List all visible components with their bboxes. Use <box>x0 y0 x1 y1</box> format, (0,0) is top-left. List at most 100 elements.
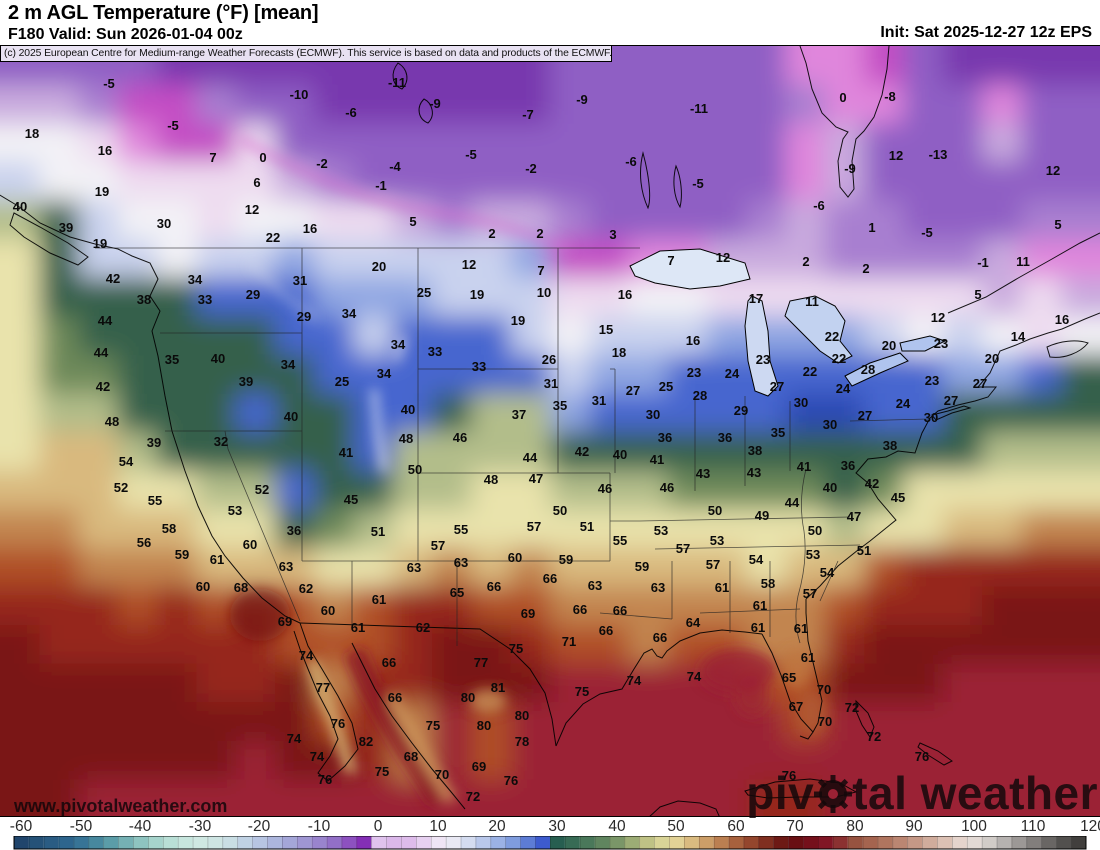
svg-text:6: 6 <box>253 175 260 190</box>
svg-text:36: 36 <box>841 458 855 473</box>
svg-text:18: 18 <box>612 345 626 360</box>
svg-text:16: 16 <box>303 221 317 236</box>
svg-text:71: 71 <box>562 634 576 649</box>
svg-text:36: 36 <box>287 523 301 538</box>
svg-text:16: 16 <box>1055 312 1069 327</box>
svg-text:42: 42 <box>106 271 120 286</box>
svg-text:30: 30 <box>924 410 938 425</box>
svg-text:48: 48 <box>105 414 119 429</box>
svg-text:11: 11 <box>1016 254 1030 269</box>
svg-text:-5: -5 <box>167 118 179 133</box>
svg-text:39: 39 <box>59 220 73 235</box>
svg-text:19: 19 <box>470 287 484 302</box>
svg-text:25: 25 <box>659 379 673 394</box>
svg-text:26: 26 <box>542 352 556 367</box>
svg-text:31: 31 <box>544 376 558 391</box>
svg-text:57: 57 <box>431 538 445 553</box>
svg-text:27: 27 <box>944 393 958 408</box>
svg-text:49: 49 <box>755 508 769 523</box>
svg-text:41: 41 <box>650 452 664 467</box>
svg-text:63: 63 <box>279 559 293 574</box>
svg-text:33: 33 <box>428 344 442 359</box>
svg-text:63: 63 <box>407 560 421 575</box>
svg-text:53: 53 <box>710 533 724 548</box>
svg-text:36: 36 <box>718 430 732 445</box>
svg-text:52: 52 <box>255 482 269 497</box>
svg-text:12: 12 <box>716 250 730 265</box>
svg-text:50: 50 <box>408 462 422 477</box>
svg-text:40: 40 <box>823 480 837 495</box>
svg-text:38: 38 <box>883 438 897 453</box>
svg-text:-1: -1 <box>375 178 387 193</box>
svg-text:34: 34 <box>281 357 296 372</box>
svg-text:-1: -1 <box>977 255 989 270</box>
svg-text:66: 66 <box>599 623 613 638</box>
svg-text:28: 28 <box>861 362 875 377</box>
svg-text:76: 76 <box>318 772 332 787</box>
svg-text:66: 66 <box>613 603 627 618</box>
svg-text:61: 61 <box>794 621 808 636</box>
svg-text:47: 47 <box>847 509 861 524</box>
svg-text:-5: -5 <box>692 176 704 191</box>
svg-text:53: 53 <box>228 503 242 518</box>
svg-text:80: 80 <box>515 708 529 723</box>
svg-text:70: 70 <box>818 714 832 729</box>
svg-text:80: 80 <box>477 718 491 733</box>
svg-text:5: 5 <box>409 214 416 229</box>
svg-text:41: 41 <box>339 445 353 460</box>
svg-text:76: 76 <box>331 716 345 731</box>
svg-text:32: 32 <box>214 434 228 449</box>
svg-text:7: 7 <box>209 150 216 165</box>
svg-text:69: 69 <box>278 614 292 629</box>
svg-text:23: 23 <box>925 373 939 388</box>
svg-text:3: 3 <box>609 227 616 242</box>
svg-text:78: 78 <box>515 734 529 749</box>
svg-text:31: 31 <box>293 273 307 288</box>
svg-text:25: 25 <box>335 374 349 389</box>
svg-text:27: 27 <box>973 376 987 391</box>
svg-text:12: 12 <box>462 257 476 272</box>
svg-text:22: 22 <box>803 364 817 379</box>
svg-text:38: 38 <box>137 292 151 307</box>
svg-text:44: 44 <box>98 313 113 328</box>
svg-text:74: 74 <box>687 669 702 684</box>
svg-text:38: 38 <box>748 443 762 458</box>
svg-text:-5: -5 <box>465 147 477 162</box>
svg-text:69: 69 <box>472 759 486 774</box>
svg-text:66: 66 <box>388 690 402 705</box>
svg-text:66: 66 <box>487 579 501 594</box>
svg-text:10: 10 <box>537 285 551 300</box>
svg-text:-10: -10 <box>290 87 309 102</box>
svg-text:72: 72 <box>466 789 480 804</box>
svg-text:76: 76 <box>915 749 929 764</box>
svg-text:72: 72 <box>867 729 881 744</box>
svg-text:44: 44 <box>785 495 800 510</box>
svg-text:7: 7 <box>537 263 544 278</box>
svg-text:30: 30 <box>646 407 660 422</box>
svg-text:30: 30 <box>823 417 837 432</box>
svg-text:-9: -9 <box>576 92 588 107</box>
svg-text:68: 68 <box>234 580 248 595</box>
svg-text:-7: -7 <box>522 107 534 122</box>
svg-text:69: 69 <box>521 606 535 621</box>
svg-text:54: 54 <box>749 552 764 567</box>
svg-text:46: 46 <box>660 480 674 495</box>
svg-text:81: 81 <box>491 680 505 695</box>
svg-text:20: 20 <box>985 351 999 366</box>
svg-text:75: 75 <box>426 718 440 733</box>
svg-text:48: 48 <box>484 472 498 487</box>
svg-text:61: 61 <box>372 592 386 607</box>
svg-text:44: 44 <box>94 345 109 360</box>
svg-text:75: 75 <box>375 764 389 779</box>
svg-text:77: 77 <box>316 680 330 695</box>
svg-text:51: 51 <box>580 519 594 534</box>
svg-text:17: 17 <box>749 291 763 306</box>
svg-text:34: 34 <box>188 272 203 287</box>
svg-text:77: 77 <box>474 655 488 670</box>
svg-text:74: 74 <box>287 731 302 746</box>
svg-text:36: 36 <box>658 430 672 445</box>
svg-text:50: 50 <box>808 523 822 538</box>
svg-text:-5: -5 <box>921 225 933 240</box>
svg-text:16: 16 <box>98 143 112 158</box>
svg-text:54: 54 <box>820 565 835 580</box>
